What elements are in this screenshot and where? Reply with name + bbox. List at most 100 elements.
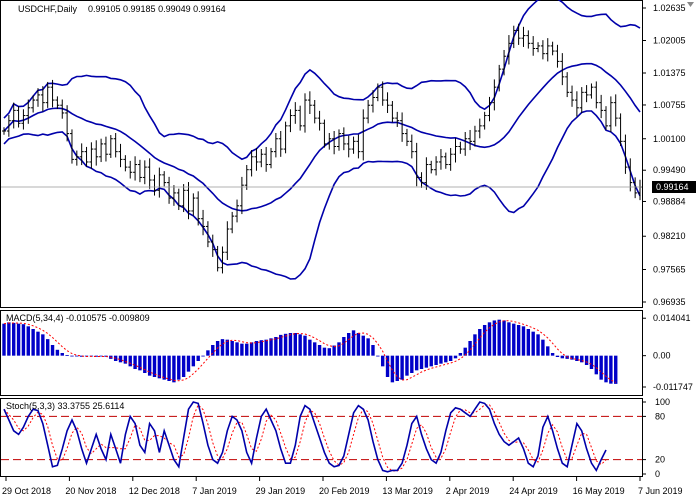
- macd-histogram-bar: [254, 341, 259, 356]
- macd-histogram-bar: [211, 345, 215, 356]
- price-y-tick-label: 0.99490: [653, 165, 686, 175]
- macd-histogram-bar: [191, 355, 196, 367]
- macd-y-tick-label: 0.014041: [653, 313, 691, 323]
- macd-histogram-bar: [181, 355, 186, 377]
- macd-histogram-bar: [235, 342, 239, 356]
- x-tick-label: 29 Jan 2019: [256, 486, 306, 496]
- macd-histogram-bar: [21, 324, 26, 356]
- macd-histogram-bar: [497, 319, 501, 356]
- macd-histogram-bar: [60, 353, 64, 356]
- macd-histogram-bar: [448, 355, 453, 361]
- macd-histogram-bar: [380, 355, 385, 367]
- macd-histogram-bar: [347, 333, 351, 356]
- macd-histogram-bar: [283, 333, 288, 356]
- macd-histogram-bar: [7, 322, 11, 356]
- macd-histogram-bar: [424, 355, 429, 368]
- macd-histogram-bar: [594, 355, 599, 375]
- macd-histogram-bar: [550, 353, 555, 356]
- macd-histogram-bar: [575, 355, 579, 361]
- stoch-y-tick-label: 0: [655, 469, 660, 479]
- macd-histogram-bar: [65, 355, 69, 356]
- macd-histogram-bar: [75, 355, 79, 357]
- macd-histogram-bar: [366, 338, 370, 356]
- x-tick-label: 12 Dec 2018: [129, 486, 180, 496]
- macd-histogram-bar: [138, 355, 142, 371]
- macd-histogram-bar: [240, 343, 244, 356]
- macd-histogram-bar: [536, 334, 540, 356]
- chart-header-symbol: USDCHF,Daily: [18, 4, 78, 14]
- stoch-main-line: [3, 401, 607, 473]
- x-tick-label: 24 Apr 2019: [509, 486, 558, 496]
- stoch-panel-frame: [0, 398, 643, 477]
- price-y-tick-label: 1.02005: [653, 35, 686, 45]
- macd-histogram-bar: [162, 355, 166, 380]
- macd-histogram-bar: [206, 350, 210, 356]
- macd-histogram-bar: [123, 355, 128, 364]
- stoch-signal-line: [3, 404, 607, 472]
- x-tick-label: 7 Jun 2019: [638, 486, 683, 496]
- macd-histogram-bar: [225, 339, 230, 356]
- macd-histogram-bar: [604, 355, 608, 383]
- stoch-header: Stoch(5,3,3) 33.3755 25.6114: [6, 401, 124, 411]
- macd-histogram-bar: [390, 355, 395, 383]
- macd-histogram-bar: [332, 345, 336, 356]
- current-price-tag: [652, 181, 696, 193]
- macd-histogram-bar: [429, 355, 433, 367]
- macd-histogram-bar: [55, 349, 60, 356]
- macd-histogram-bar: [274, 337, 278, 356]
- macd-histogram-bar: [317, 345, 322, 356]
- macd-histogram-bar: [152, 355, 157, 377]
- macd-histogram-bar: [31, 329, 35, 356]
- macd-histogram-bar: [264, 339, 268, 356]
- macd-histogram-bar: [147, 355, 152, 376]
- macd-histogram-bar: [419, 355, 424, 369]
- macd-histogram-bar: [541, 339, 545, 356]
- macd-histogram-bar: [342, 337, 346, 356]
- macd-histogram-bar: [201, 355, 205, 357]
- macd-histogram-bar: [400, 355, 404, 380]
- stoch-plot: [1, 401, 642, 473]
- macd-histogram-bar: [70, 355, 74, 357]
- macd-histogram-bar: [99, 355, 103, 357]
- price-plot: [1, 0, 642, 280]
- macd-histogram-bar: [36, 331, 40, 356]
- macd-histogram-bar: [45, 339, 50, 356]
- macd-histogram-bar: [356, 333, 361, 356]
- macd-histogram-bar: [546, 346, 550, 356]
- macd-histogram-bar: [94, 355, 98, 357]
- macd-histogram-bar: [50, 345, 55, 356]
- macd-histogram-bar: [41, 334, 45, 356]
- chart-header-ohlc: 0.99105 0.99185 0.99049 0.99164: [88, 4, 226, 14]
- macd-histogram-bar: [478, 329, 482, 356]
- macd-histogram-bar: [555, 355, 560, 357]
- macd-histogram-bar: [584, 355, 589, 365]
- current-price-label: 0.99164: [656, 182, 689, 192]
- macd-histogram-bar: [444, 355, 448, 363]
- macd-histogram-bar: [599, 355, 603, 380]
- macd-histogram-bar: [79, 355, 84, 357]
- macd-histogram-bar: [410, 355, 414, 373]
- price-y-tick-label: 0.96935: [653, 297, 686, 307]
- macd-histogram-bar: [463, 347, 467, 356]
- macd-histogram-bar: [492, 320, 497, 356]
- stoch-y-tick-label: 20: [655, 455, 665, 465]
- macd-histogram-bar: [526, 329, 531, 356]
- macd-histogram-bar: [298, 334, 302, 356]
- x-tick-label: 20 Feb 2019: [319, 486, 370, 496]
- macd-histogram-bar: [516, 325, 521, 356]
- price-y-tick-label: 1.01375: [653, 68, 686, 78]
- macd-histogram-bar: [177, 355, 181, 380]
- macd-histogram-bar: [570, 355, 574, 360]
- settings-icon[interactable]: [687, 2, 694, 7]
- macd-histogram-bar: [133, 355, 137, 369]
- macd-histogram-bar: [468, 341, 472, 356]
- macd-histogram-bar: [118, 355, 123, 363]
- macd-histogram-bar: [385, 355, 390, 377]
- macd-histogram-bar: [12, 322, 16, 356]
- macd-histogram-bar: [172, 355, 176, 383]
- macd-histogram-bar: [512, 323, 516, 356]
- macd-histogram-bar: [308, 339, 312, 356]
- macd-histogram-bar: [487, 322, 492, 356]
- x-tick-label: 13 Mar 2019: [382, 486, 433, 496]
